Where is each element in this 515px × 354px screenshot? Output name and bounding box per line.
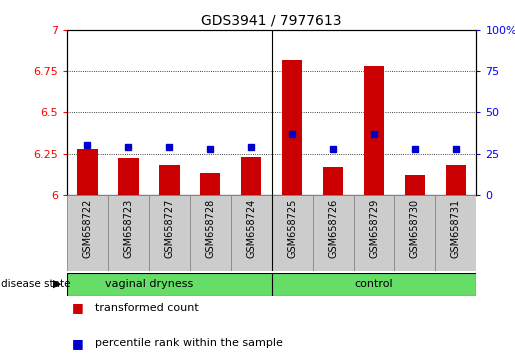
- Text: GSM658722: GSM658722: [82, 199, 92, 258]
- Text: GSM658727: GSM658727: [164, 199, 174, 258]
- Bar: [435, 195, 476, 271]
- Bar: [159, 165, 180, 195]
- Text: GSM658730: GSM658730: [410, 199, 420, 258]
- Bar: [77, 149, 98, 195]
- Text: vaginal dryness: vaginal dryness: [105, 279, 193, 289]
- Text: GSM658726: GSM658726: [328, 199, 338, 258]
- Bar: [282, 60, 302, 195]
- Bar: [67, 195, 108, 271]
- Text: GSM658731: GSM658731: [451, 199, 461, 258]
- Bar: [231, 195, 272, 271]
- Bar: [323, 167, 344, 195]
- Text: control: control: [355, 279, 393, 289]
- Bar: [394, 195, 435, 271]
- Bar: [200, 173, 220, 195]
- Bar: [445, 165, 466, 195]
- Bar: [364, 66, 384, 195]
- Text: GSM658725: GSM658725: [287, 199, 297, 258]
- Text: ■: ■: [72, 302, 84, 314]
- Bar: [272, 195, 313, 271]
- Bar: [149, 195, 190, 271]
- Text: GSM658723: GSM658723: [124, 199, 133, 258]
- Text: ▶: ▶: [53, 279, 62, 289]
- Text: GSM658729: GSM658729: [369, 199, 379, 258]
- Text: percentile rank within the sample: percentile rank within the sample: [95, 338, 283, 348]
- Text: disease state: disease state: [1, 279, 70, 289]
- Bar: [108, 195, 149, 271]
- Text: GSM658728: GSM658728: [205, 199, 215, 258]
- Text: ■: ■: [72, 337, 84, 350]
- Bar: [313, 195, 353, 271]
- Bar: [353, 195, 394, 271]
- Bar: [190, 195, 231, 271]
- Bar: [405, 175, 425, 195]
- Text: transformed count: transformed count: [95, 303, 199, 313]
- Bar: [241, 157, 262, 195]
- Text: GSM658724: GSM658724: [246, 199, 256, 258]
- Bar: [118, 159, 139, 195]
- Title: GDS3941 / 7977613: GDS3941 / 7977613: [201, 13, 342, 28]
